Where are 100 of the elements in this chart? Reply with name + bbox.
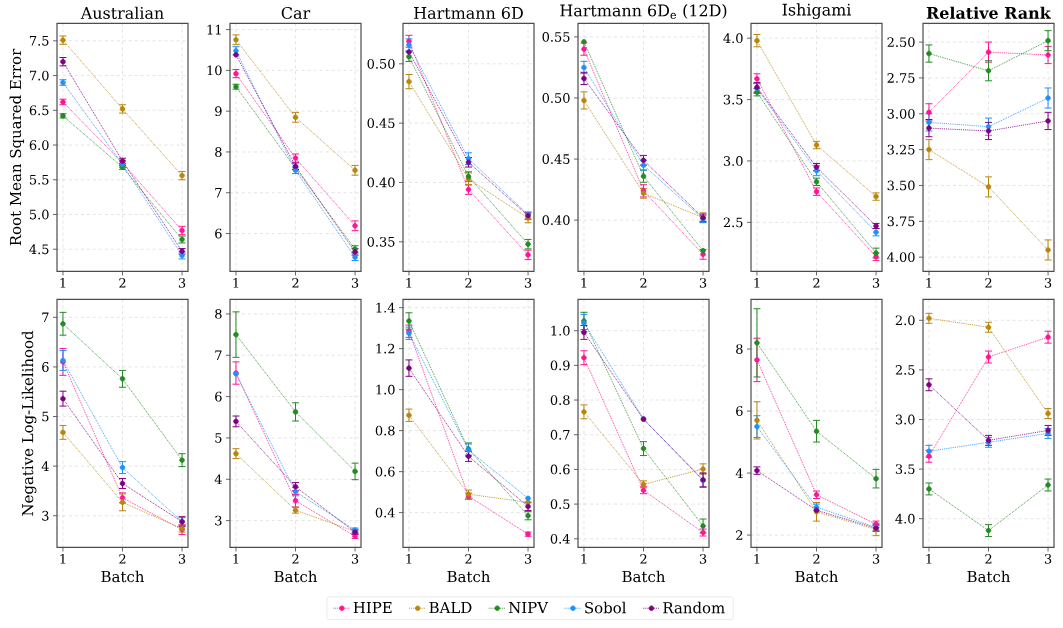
y-tick-label: 3.5 (723, 94, 743, 105)
x-tick-label: 3 (351, 553, 359, 564)
x-tick-label: 2 (813, 277, 820, 288)
x-tick-label: 1 (581, 277, 587, 288)
y-tick-label: 1.4 (376, 302, 395, 313)
x-tick-label: 1 (754, 277, 760, 288)
y-tick-label: 4.0 (895, 513, 915, 524)
y-tick-label: 2.5 (723, 217, 743, 228)
x-axis-title: Batch (622, 570, 666, 582)
y-tick-label: 1.0 (376, 384, 395, 395)
y-tick-label: 3.00 (887, 108, 915, 119)
y-tick-label: 0.45 (367, 118, 395, 128)
y-tick-label: 7 (42, 312, 49, 322)
y-tick-label: 0.8 (550, 394, 570, 405)
x-tick-label: 3 (699, 553, 707, 564)
y-tick-label: 0.40 (542, 215, 570, 225)
x-tick-label: 3 (351, 277, 359, 288)
y-tick-label: 5 (215, 432, 222, 443)
x-tick-label: 3 (872, 553, 880, 564)
y-tick-label: 5.0 (29, 209, 49, 220)
y-tick-label: 0.4 (375, 507, 395, 518)
x-tick-label: 2 (465, 277, 472, 288)
y-tick-label: 4 (735, 468, 743, 478)
x-axis-title: Batch (795, 570, 839, 582)
y-tick-label: 10 (207, 65, 222, 76)
x-axis-title: Batch (447, 570, 491, 582)
y-tick-label: 4.00 (887, 252, 915, 262)
x-tick-label: 1 (233, 277, 239, 288)
y-tick-label: 7.5 (29, 35, 49, 46)
y-tick-label: 0.4 (550, 533, 570, 544)
y-tick-label: 2 (736, 530, 743, 540)
y-tick-label: 6 (215, 391, 222, 402)
x-tick-label: 3 (178, 553, 186, 564)
y-tick-label: 1.2 (376, 343, 395, 354)
y-tick-label: 3.5 (895, 463, 915, 474)
y-tick-label: 6.5 (29, 105, 49, 115)
y-tick-label: 8 (736, 343, 743, 354)
chart-title: Relative Rank (926, 6, 1051, 19)
y-tick-label: 9 (215, 106, 222, 116)
y-tick-label: 2.0 (895, 315, 915, 325)
y-tick-label: 6 (736, 405, 743, 416)
y-tick-label: 3.0 (723, 155, 743, 166)
y-tick-label: 0.5 (550, 498, 570, 509)
x-axis-title: Batch (101, 570, 145, 582)
y-tick-label: 2.75 (887, 72, 915, 83)
y-tick-label: 0.6 (550, 464, 570, 475)
y-tick-label: 5 (42, 411, 49, 422)
y-tick-label: 0.55 (542, 31, 570, 42)
x-tick-label: 2 (985, 553, 992, 564)
x-tick-label: 3 (1044, 553, 1052, 564)
y-tick-label: 8 (215, 308, 222, 319)
y-tick-label: 0.35 (367, 236, 395, 247)
legend-label: HIPE (353, 601, 392, 613)
x-tick-label: 1 (926, 277, 932, 288)
x-tick-label: 1 (406, 277, 412, 288)
y-tick-label: 7.0 (29, 70, 49, 81)
x-tick-label: 2 (465, 553, 472, 564)
x-tick-label: 1 (60, 553, 66, 564)
y-tick-label: 4.0 (723, 33, 743, 43)
y-tick-label: 0.7 (550, 429, 570, 440)
legend-label: Random (663, 601, 725, 614)
x-tick-label: 3 (699, 277, 707, 288)
x-tick-label: 3 (524, 277, 532, 288)
x-tick-label: 3 (178, 277, 186, 288)
x-tick-label: 1 (926, 553, 932, 564)
y-tick-label: 2.5 (895, 364, 915, 375)
legend-label: BALD (429, 601, 472, 613)
x-tick-label: 1 (581, 553, 587, 564)
chart-title: Ishigami (782, 3, 852, 19)
x-tick-label: 2 (640, 277, 647, 288)
x-axis-title: Batch (274, 570, 318, 582)
y-tick-label: 4 (41, 461, 49, 471)
y-tick-label: 3.50 (887, 180, 915, 191)
chart-title: Hartmann 6D$_{e}$ (12D) (560, 3, 727, 19)
y-tick-label: 5.5 (29, 174, 49, 185)
x-tick-label: 2 (640, 553, 647, 564)
y-tick-label: 4.5 (29, 244, 49, 254)
y-tick-label: 1.0 (551, 325, 570, 336)
chart-title: Australian (80, 6, 164, 19)
y-axis-title: Negative Log-Likelihood (21, 330, 37, 516)
x-tick-label: 1 (406, 553, 412, 564)
y-tick-label: 2.50 (887, 36, 915, 47)
x-tick-label: 2 (985, 277, 992, 288)
y-tick-label: 0.40 (367, 177, 395, 188)
x-tick-label: 3 (524, 553, 532, 564)
x-tick-label: 2 (813, 553, 820, 564)
y-tick-label: 0.45 (542, 153, 570, 164)
y-axis-title: Root Mean Squared Error (9, 48, 25, 246)
y-tick-label: 0.9 (550, 360, 570, 371)
x-tick-label: 2 (292, 277, 299, 288)
y-tick-label: 6 (42, 361, 49, 372)
y-tick-label: 3 (42, 510, 49, 521)
y-tick-label: 3.25 (887, 144, 915, 155)
y-tick-label: 3 (215, 515, 222, 526)
y-tick-label: 8 (215, 146, 222, 157)
x-axis-title: Batch (967, 570, 1011, 582)
legend-label: Sobol (585, 601, 627, 614)
y-tick-label: 3.0 (895, 414, 915, 425)
y-tick-label: 7 (215, 187, 222, 198)
y-tick-label: 11 (207, 24, 221, 35)
